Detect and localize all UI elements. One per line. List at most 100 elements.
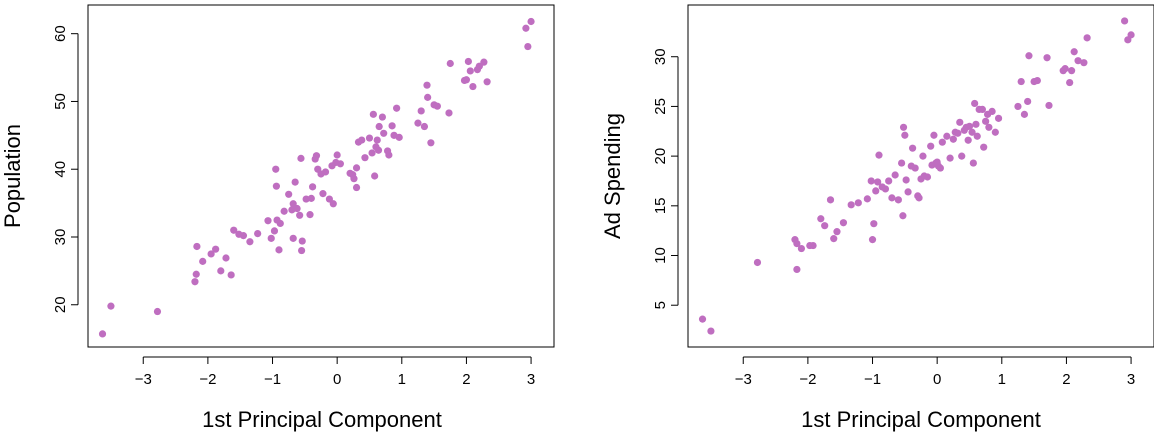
population-data-point	[325, 195, 334, 203]
population-y-tick-label: 50	[52, 93, 69, 110]
ad-spending-data-point	[868, 236, 877, 244]
population-data-point	[275, 246, 283, 254]
population-data-point	[289, 234, 297, 242]
population-data-point	[153, 307, 162, 316]
population-data-point	[239, 232, 248, 240]
population-y-tick-label: 60	[52, 25, 69, 42]
ad-spending-y-tick-label: 15	[652, 197, 669, 214]
ad-spending-data-point	[1066, 78, 1074, 87]
population-data-point	[424, 93, 432, 101]
ad-spending-data-point	[888, 194, 896, 202]
ad-spending-x-axis-title: 1st Principal Component	[801, 407, 1041, 432]
ad-spending-panel: 1st Principal Component Ad Spending −3 −2…	[600, 4, 1154, 432]
population-data-point	[446, 59, 454, 68]
population-data-point	[306, 211, 314, 219]
ad-spending-data-point	[847, 201, 855, 209]
population-data-point	[297, 154, 305, 162]
ad-spending-y-tick-label: 5	[652, 301, 669, 309]
population-data-point	[378, 113, 387, 121]
population-data-point	[368, 149, 376, 157]
population-data-point	[522, 24, 530, 32]
ad-spending-data-point	[830, 235, 838, 243]
ad-spending-data-point	[809, 241, 817, 250]
ad-spending-data-point	[927, 142, 935, 150]
ad-spending-data-point	[753, 258, 762, 267]
population-x-tick-label: 0	[333, 371, 341, 388]
ad-spending-data-point	[707, 327, 715, 335]
population-data-point	[230, 226, 238, 234]
population-data-point	[395, 133, 403, 141]
population-data-point	[336, 160, 344, 168]
population-x-tick-label: 1	[398, 371, 406, 388]
population-data-point	[374, 146, 383, 154]
population-data-point	[423, 81, 431, 89]
population-x-tick-label: −1	[264, 371, 281, 388]
population-x-tick-label: 3	[527, 371, 535, 388]
population-data-point	[350, 175, 358, 183]
ad-spending-y-tick-label: 20	[652, 148, 669, 165]
ad-spending-data-point	[1033, 76, 1041, 85]
population-data-point	[365, 134, 374, 142]
ad-spending-data-point	[867, 177, 875, 185]
population-data-point	[272, 165, 280, 173]
population-data-point	[293, 204, 301, 213]
ad-spending-data-point	[969, 159, 977, 167]
population-x-tick-label: 2	[462, 371, 470, 388]
population-data-point	[289, 200, 297, 208]
ad-spending-data-point	[901, 131, 909, 139]
ad-spending-data-point	[898, 159, 906, 167]
population-data-point	[417, 107, 425, 115]
ad-spending-data-point	[874, 178, 882, 186]
population-data-point	[193, 242, 201, 251]
ad-spending-data-point	[994, 114, 1003, 122]
ad-spending-data-point	[833, 228, 841, 236]
ad-spending-data-point	[972, 120, 980, 128]
population-data-point	[352, 164, 361, 172]
population-data-point	[280, 207, 288, 215]
ad-spending-data-point	[1017, 77, 1025, 86]
ad-spending-x-tick-label: 1	[998, 371, 1006, 388]
population-panel: 1st Principal Component Population −3 −2 −…	[0, 4, 555, 432]
population-data-point	[527, 17, 535, 26]
ad-spending-data-point	[894, 196, 902, 204]
population-data-point	[291, 178, 299, 186]
ad-spending-data-point	[817, 215, 825, 223]
population-data-point	[192, 270, 200, 278]
ad-spending-data-point	[930, 131, 938, 139]
population-data-point	[308, 183, 317, 191]
population-data-point	[427, 139, 435, 147]
ad-spending-data-point	[1061, 65, 1069, 73]
ad-spending-x-tick-label: 0	[933, 371, 941, 388]
population-data-point	[445, 109, 453, 117]
ad-spending-data-point	[911, 164, 919, 172]
ad-spending-data-point	[923, 173, 932, 181]
population-data-point	[361, 154, 369, 162]
population-data-point	[469, 82, 477, 91]
population-x-tick-label: −3	[135, 371, 152, 388]
ad-spending-data-point	[915, 194, 923, 202]
ad-spending-data-point	[985, 123, 993, 131]
ad-spending-data-point	[885, 177, 893, 185]
ad-spending-data-point	[875, 151, 883, 159]
ad-spending-x-tick-label: 2	[1062, 371, 1070, 388]
population-data-point	[369, 110, 377, 118]
population-data-point	[375, 122, 383, 131]
ad-spending-data-point	[965, 122, 974, 130]
population-data-point	[371, 172, 379, 180]
population-data-point	[207, 250, 215, 258]
ad-spending-data-point	[821, 222, 829, 230]
ad-spending-data-point	[1024, 97, 1032, 106]
population-data-point	[270, 227, 279, 235]
population-x-axis-title: 1st Principal Component	[202, 407, 442, 432]
population-data-point	[483, 78, 491, 86]
ad-spending-data-point	[971, 99, 979, 108]
ad-spending-data-point	[904, 188, 912, 196]
ad-spending-x-tick-label: −2	[799, 371, 816, 388]
population-data-point	[222, 254, 230, 262]
ad-spending-data-point	[793, 239, 801, 248]
population-data-point	[358, 136, 366, 144]
ad-spending-data-point	[881, 185, 890, 193]
ad-spending-data-point	[839, 219, 848, 227]
ad-spending-y-tick-label: 25	[652, 98, 669, 115]
